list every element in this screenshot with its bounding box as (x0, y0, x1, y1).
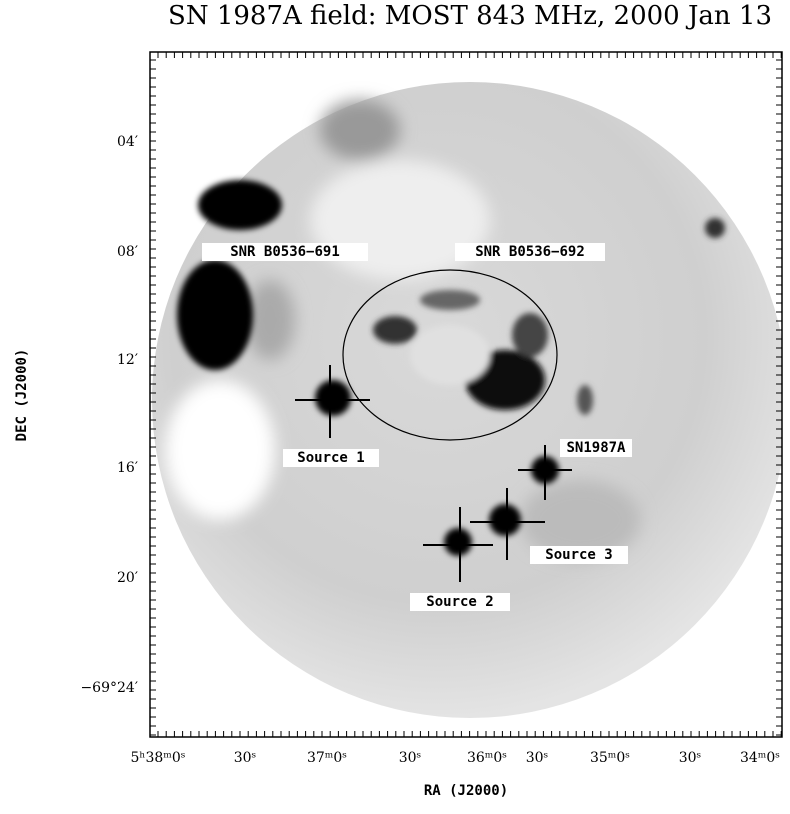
annotation: SN1987A (566, 440, 626, 456)
x-tick-label: 30ˢ (679, 750, 702, 766)
y-tick-label: 12′ (117, 352, 138, 368)
x-tick-label: 36ᵐ0ˢ (467, 750, 507, 766)
annotation: SNR B0536−692 (475, 244, 585, 260)
annotation: Source 3 (545, 547, 612, 563)
y-tick-label: 04′ (117, 134, 138, 150)
y-tick-label: −69°24′ (80, 680, 138, 696)
annotation: Source 2 (426, 594, 493, 610)
x-axis-label: RA (J2000) (424, 783, 508, 799)
x-tick-label: 37ᵐ0ˢ (307, 750, 347, 766)
x-ticks: 5ʰ38ᵐ0ˢ 30ˢ 37ᵐ0ˢ 30ˢ 36ᵐ0ˢ 30ˢ 35ᵐ0ˢ 30ˢ 34ᵐ0ˢ (131, 750, 781, 766)
x-tick-label: 30ˢ (526, 750, 549, 766)
annotation: SNR B0536−691 (230, 244, 340, 260)
radio-map (152, 82, 788, 718)
figure: SN 1987A field: MOST 843 MHz, 2000 Jan 1… (0, 0, 790, 814)
x-tick-label: 30ˢ (399, 750, 422, 766)
x-tick-label: 34ᵐ0ˢ (740, 750, 780, 766)
title: SN 1987A field: MOST 843 MHz, 2000 Jan 1… (168, 1, 772, 31)
y-tick-label: 16′ (117, 460, 138, 476)
x-tick-label: 5ʰ38ᵐ0ˢ (131, 750, 186, 766)
y-axis-label: DEC (J2000) (14, 349, 30, 442)
x-tick-label: 35ᵐ0ˢ (590, 750, 630, 766)
annotation: Source 1 (297, 450, 364, 466)
y-ticks: 04′ 08′ 12′ 16′ 20′ −69°24′ (80, 134, 138, 696)
y-tick-label: 20′ (117, 570, 138, 586)
y-tick-label: 08′ (117, 244, 138, 260)
x-tick-label: 30ˢ (234, 750, 257, 766)
